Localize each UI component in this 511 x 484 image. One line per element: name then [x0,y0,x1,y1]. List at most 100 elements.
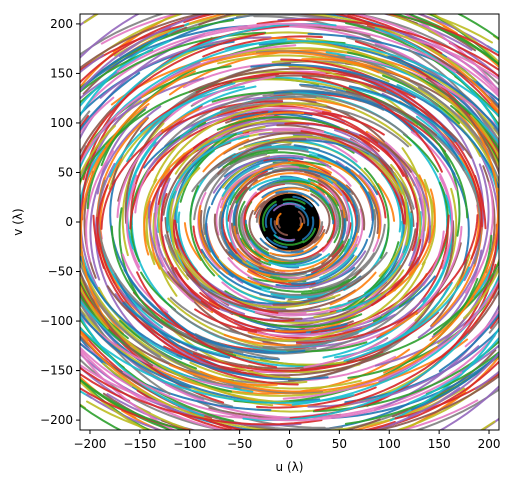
uv-track [143,178,193,297]
uv-track-core [282,198,306,205]
uv-track-conjugate [116,131,162,219]
uv-track [80,348,228,430]
uv-track [377,167,410,246]
uv-track-conjugate [276,124,326,133]
uv-track-conjugate [230,222,262,265]
uv-track [252,172,343,196]
uv-track [367,191,380,235]
uv-track [428,30,499,79]
uv-track [174,219,279,314]
uv-track [80,19,235,90]
uv-track [0,202,66,390]
x-tick-label: 100 [378,437,401,451]
uv-track-conjugate [345,90,438,136]
uv-track-conjugate [224,40,499,118]
uv-track [216,115,361,140]
uv-track-core-conjugate [292,195,313,208]
uv-track [425,350,499,395]
uv-track [433,234,493,336]
y-tick-label: 100 [50,116,73,130]
uv-track [212,154,329,194]
uv-track-conjugate [160,193,220,310]
uv-track [264,253,331,268]
uv-track-conjugate [238,141,293,151]
uv-track-conjugate [80,96,115,135]
uv-track-conjugate [80,49,154,94]
uv-track [184,360,499,430]
uv-track [43,194,73,315]
y-tick-label: −100 [40,314,73,328]
uv-track-conjugate [80,14,141,60]
uv-track-conjugate [80,403,123,430]
uv-track-conjugate [86,108,146,210]
uv-track [313,229,326,244]
uv-track [169,296,241,335]
uv-track [110,225,237,357]
uv-track [197,400,326,429]
uv-track [80,326,355,404]
uv-track-conjugate [177,211,198,272]
uv-track [183,222,202,261]
uv-track [394,372,499,420]
uv-track-conjugate [80,104,117,155]
uv-track [319,247,358,279]
uv-track [279,235,360,279]
uv-track-core [275,212,282,226]
uv-track [195,72,387,94]
uv-track-conjugate [192,350,384,372]
uv-track [8,266,45,351]
uv-track [260,191,289,208]
uv-track [309,157,357,180]
uv-track [303,94,412,147]
uv-track-conjugate [80,378,189,430]
uv-track [239,315,348,331]
uv-track [288,65,483,228]
uv-track [140,73,279,133]
uv-track-conjugate [80,160,161,358]
uv-track [408,49,499,299]
uv-track [224,159,288,190]
uv-track [390,14,499,66]
uv-track-conjugate [263,332,359,349]
uv-track-conjugate [411,352,499,411]
uv-track-conjugate [385,188,436,297]
uv-track [317,179,349,222]
x-axis-ticks: −200 −150 −100 −50 0 50 100 150 200 [73,430,500,451]
uv-track-conjugate [167,297,276,350]
uv-track-conjugate [80,403,86,409]
uv-track-core [264,203,278,228]
uv-track-conjugate [250,250,367,290]
uv-track-conjugate [271,59,390,83]
y-tick-label: 0 [65,215,73,229]
uv-track-conjugate [245,74,473,159]
uv-track-conjugate [96,216,291,379]
uv-track-conjugate [425,77,499,177]
uv-track-conjugate [168,245,189,281]
uv-track [153,127,198,183]
uv-track [237,200,264,258]
uv-track-conjugate [262,93,408,137]
uv-track [301,57,411,81]
uv-track [387,55,499,133]
uv-track-conjugate [130,105,203,226]
uv-track [220,204,243,263]
uv-track [239,161,332,189]
uv-track [456,14,499,41]
uv-track-conjugate [197,205,229,275]
uv-track [321,111,385,136]
x-tick-label: −200 [73,437,106,451]
uv-track-conjugate [199,209,212,253]
uv-track [80,14,165,56]
uv-track [256,386,377,409]
uv-track [459,344,499,373]
uv-track [86,387,461,430]
uv-track [259,182,310,191]
uv-track-core-conjugate [297,222,304,232]
uv-track-conjugate [217,275,335,306]
uv-track-conjugate [166,135,250,232]
uv-track-conjugate [174,120,307,175]
uv-track-conjugate [80,44,297,166]
uv-track [376,218,449,339]
uv-track [80,389,93,399]
